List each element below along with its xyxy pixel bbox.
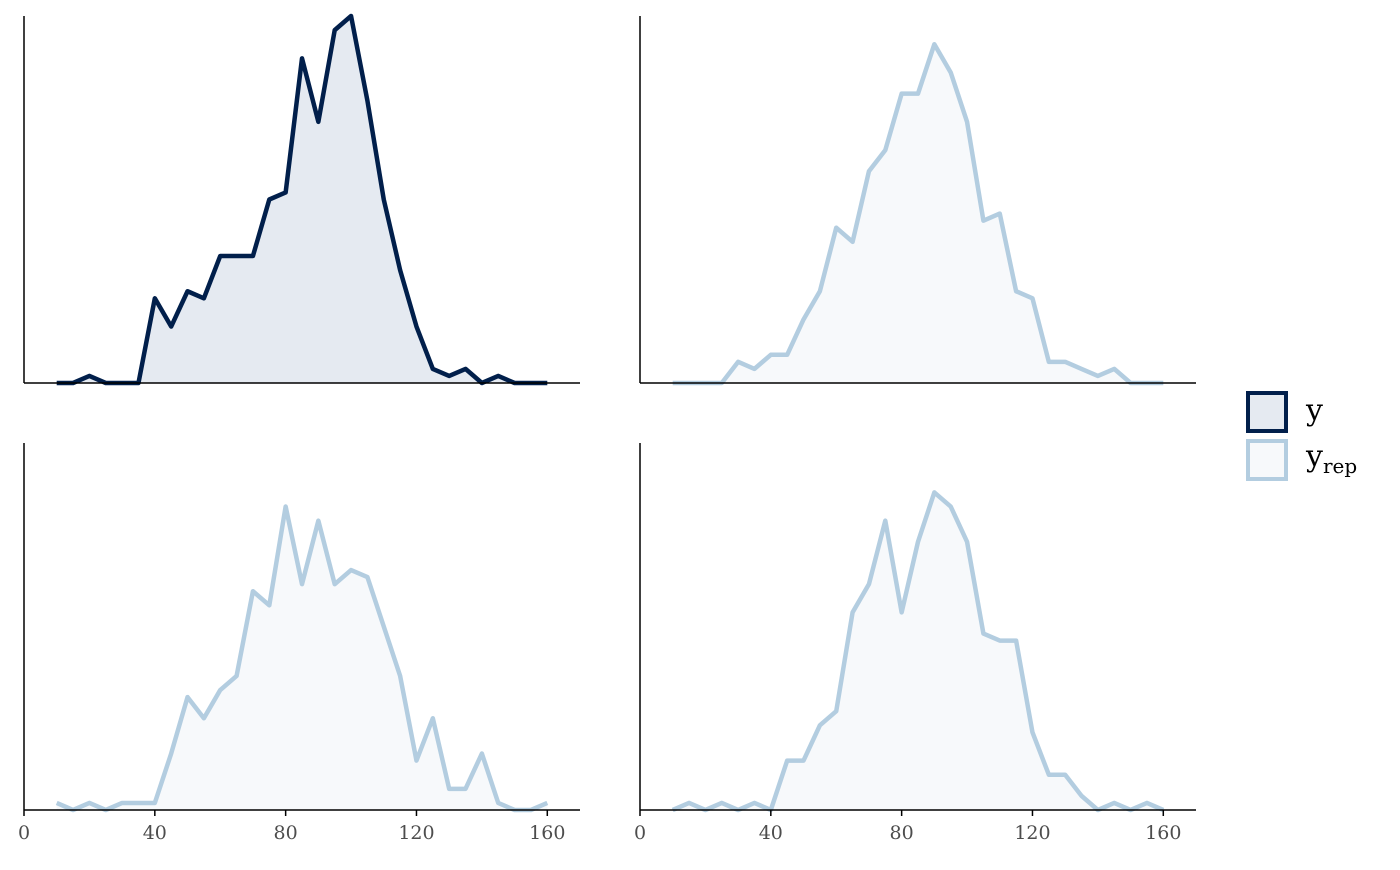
legend-swatch [1246,391,1288,433]
area [672,492,1164,810]
line [671,490,1165,813]
legend-label: y [1305,393,1323,428]
x-tick-label: 40 [759,822,783,844]
line [55,504,549,813]
x-tick-label: 160 [1145,822,1181,844]
x-tick-label: 40 [143,822,167,844]
x-tick-label: 120 [1014,822,1050,844]
line [672,41,1164,386]
x-tick-label: 80 [890,822,914,844]
legend-label: yrep [1305,439,1357,478]
legend-label-main: y [1305,439,1323,474]
area [56,16,548,383]
legend-swatch [1246,439,1288,481]
x-tick-label: 160 [529,822,565,844]
x-tick-label: 80 [274,822,298,844]
area [672,44,1164,383]
x-tick-label: 120 [398,822,434,844]
legend-label-sub: rep [1323,454,1357,478]
x-tick-label: 0 [18,822,30,844]
x-tick-label: 0 [634,822,646,844]
area [56,506,548,810]
